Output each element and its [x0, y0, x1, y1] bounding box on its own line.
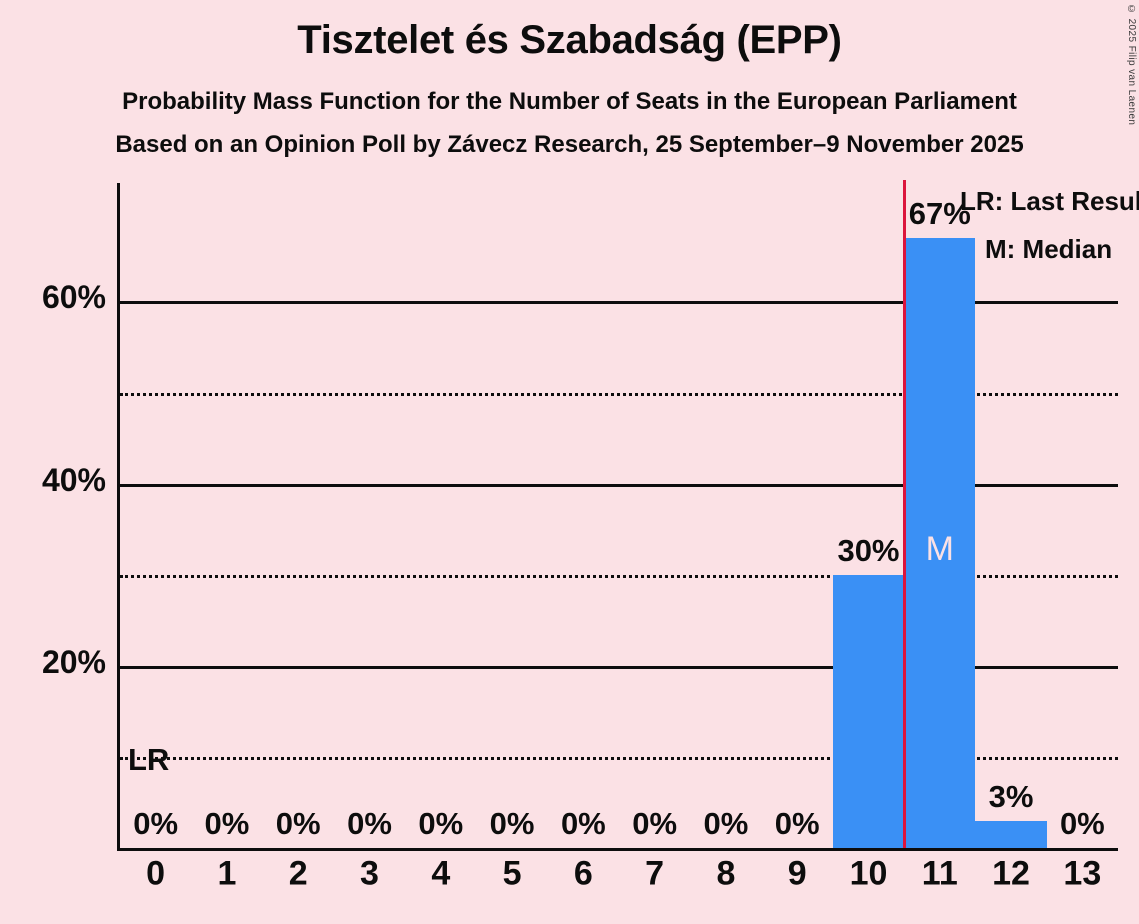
bar-value-label: 3% — [988, 778, 1034, 814]
y-tick-label: 20% — [41, 643, 106, 680]
x-tick-label: 8 — [716, 854, 736, 893]
bar[interactable] — [975, 820, 1047, 848]
bar-value-label: 0% — [133, 806, 179, 841]
y-tick-label: 40% — [41, 461, 106, 498]
gridline-30 — [120, 574, 1118, 578]
gridline-50 — [120, 392, 1118, 396]
last-result-marker: LR — [128, 741, 170, 777]
median-line — [903, 180, 907, 848]
bar-value-label: 67% — [908, 195, 971, 231]
plot-area — [117, 180, 1118, 851]
x-tick-label: 6 — [573, 854, 593, 893]
gridline-10 — [120, 756, 1118, 760]
x-tick-label: 3 — [360, 854, 379, 893]
legend-median: M: Median — [985, 234, 1113, 264]
bar[interactable] — [904, 237, 976, 848]
bar-value-label: 30% — [837, 532, 900, 568]
bar-value-label: 0% — [275, 806, 321, 841]
bar-value-label: 0% — [1059, 806, 1105, 841]
gridline-40 — [120, 483, 1118, 487]
x-tick-label: 11 — [921, 854, 958, 893]
gridline-60 — [120, 301, 1118, 305]
page-title: Tisztelet és Szabadság (EPP) — [297, 18, 842, 62]
x-tick-label: 2 — [288, 854, 308, 893]
bar-value-label: 0% — [774, 806, 820, 841]
bar-value-label: 0% — [632, 806, 678, 841]
bar-value-label: 0% — [489, 806, 535, 841]
chart-subtitle-primary: Probability Mass Function for the Number… — [122, 88, 1017, 115]
x-axis-line — [117, 848, 1118, 851]
bar-value-label: 0% — [418, 806, 464, 841]
copyright-notice: © 2025 Filip van Laenen — [1126, 4, 1137, 126]
y-tick-label: 60% — [41, 279, 106, 316]
bar-value-label: 0% — [703, 806, 749, 841]
x-tick-label: 5 — [502, 854, 522, 893]
bar[interactable] — [832, 574, 905, 848]
chart-subtitle-source: Based on an Opinion Poll by Závecz Resea… — [115, 131, 1024, 158]
y-axis-line — [117, 183, 120, 851]
legend-last-result: LR: Last Result — [960, 186, 1139, 216]
x-tick-label: 0 — [146, 854, 166, 893]
x-tick-label: 13 — [1063, 854, 1102, 893]
x-tick-label: 9 — [787, 854, 807, 893]
gridline-20 — [120, 665, 1118, 669]
x-tick-label: 12 — [992, 854, 1030, 893]
bar-value-label: 0% — [347, 806, 392, 841]
bar-value-label: 0% — [560, 806, 606, 841]
x-tick-label: 7 — [645, 854, 665, 893]
bar-value-label: 0% — [204, 806, 250, 841]
x-tick-label: 1 — [217, 854, 237, 893]
median-marker: M — [925, 529, 954, 568]
x-tick-label: 10 — [849, 854, 888, 893]
x-tick-label: 4 — [431, 854, 451, 893]
